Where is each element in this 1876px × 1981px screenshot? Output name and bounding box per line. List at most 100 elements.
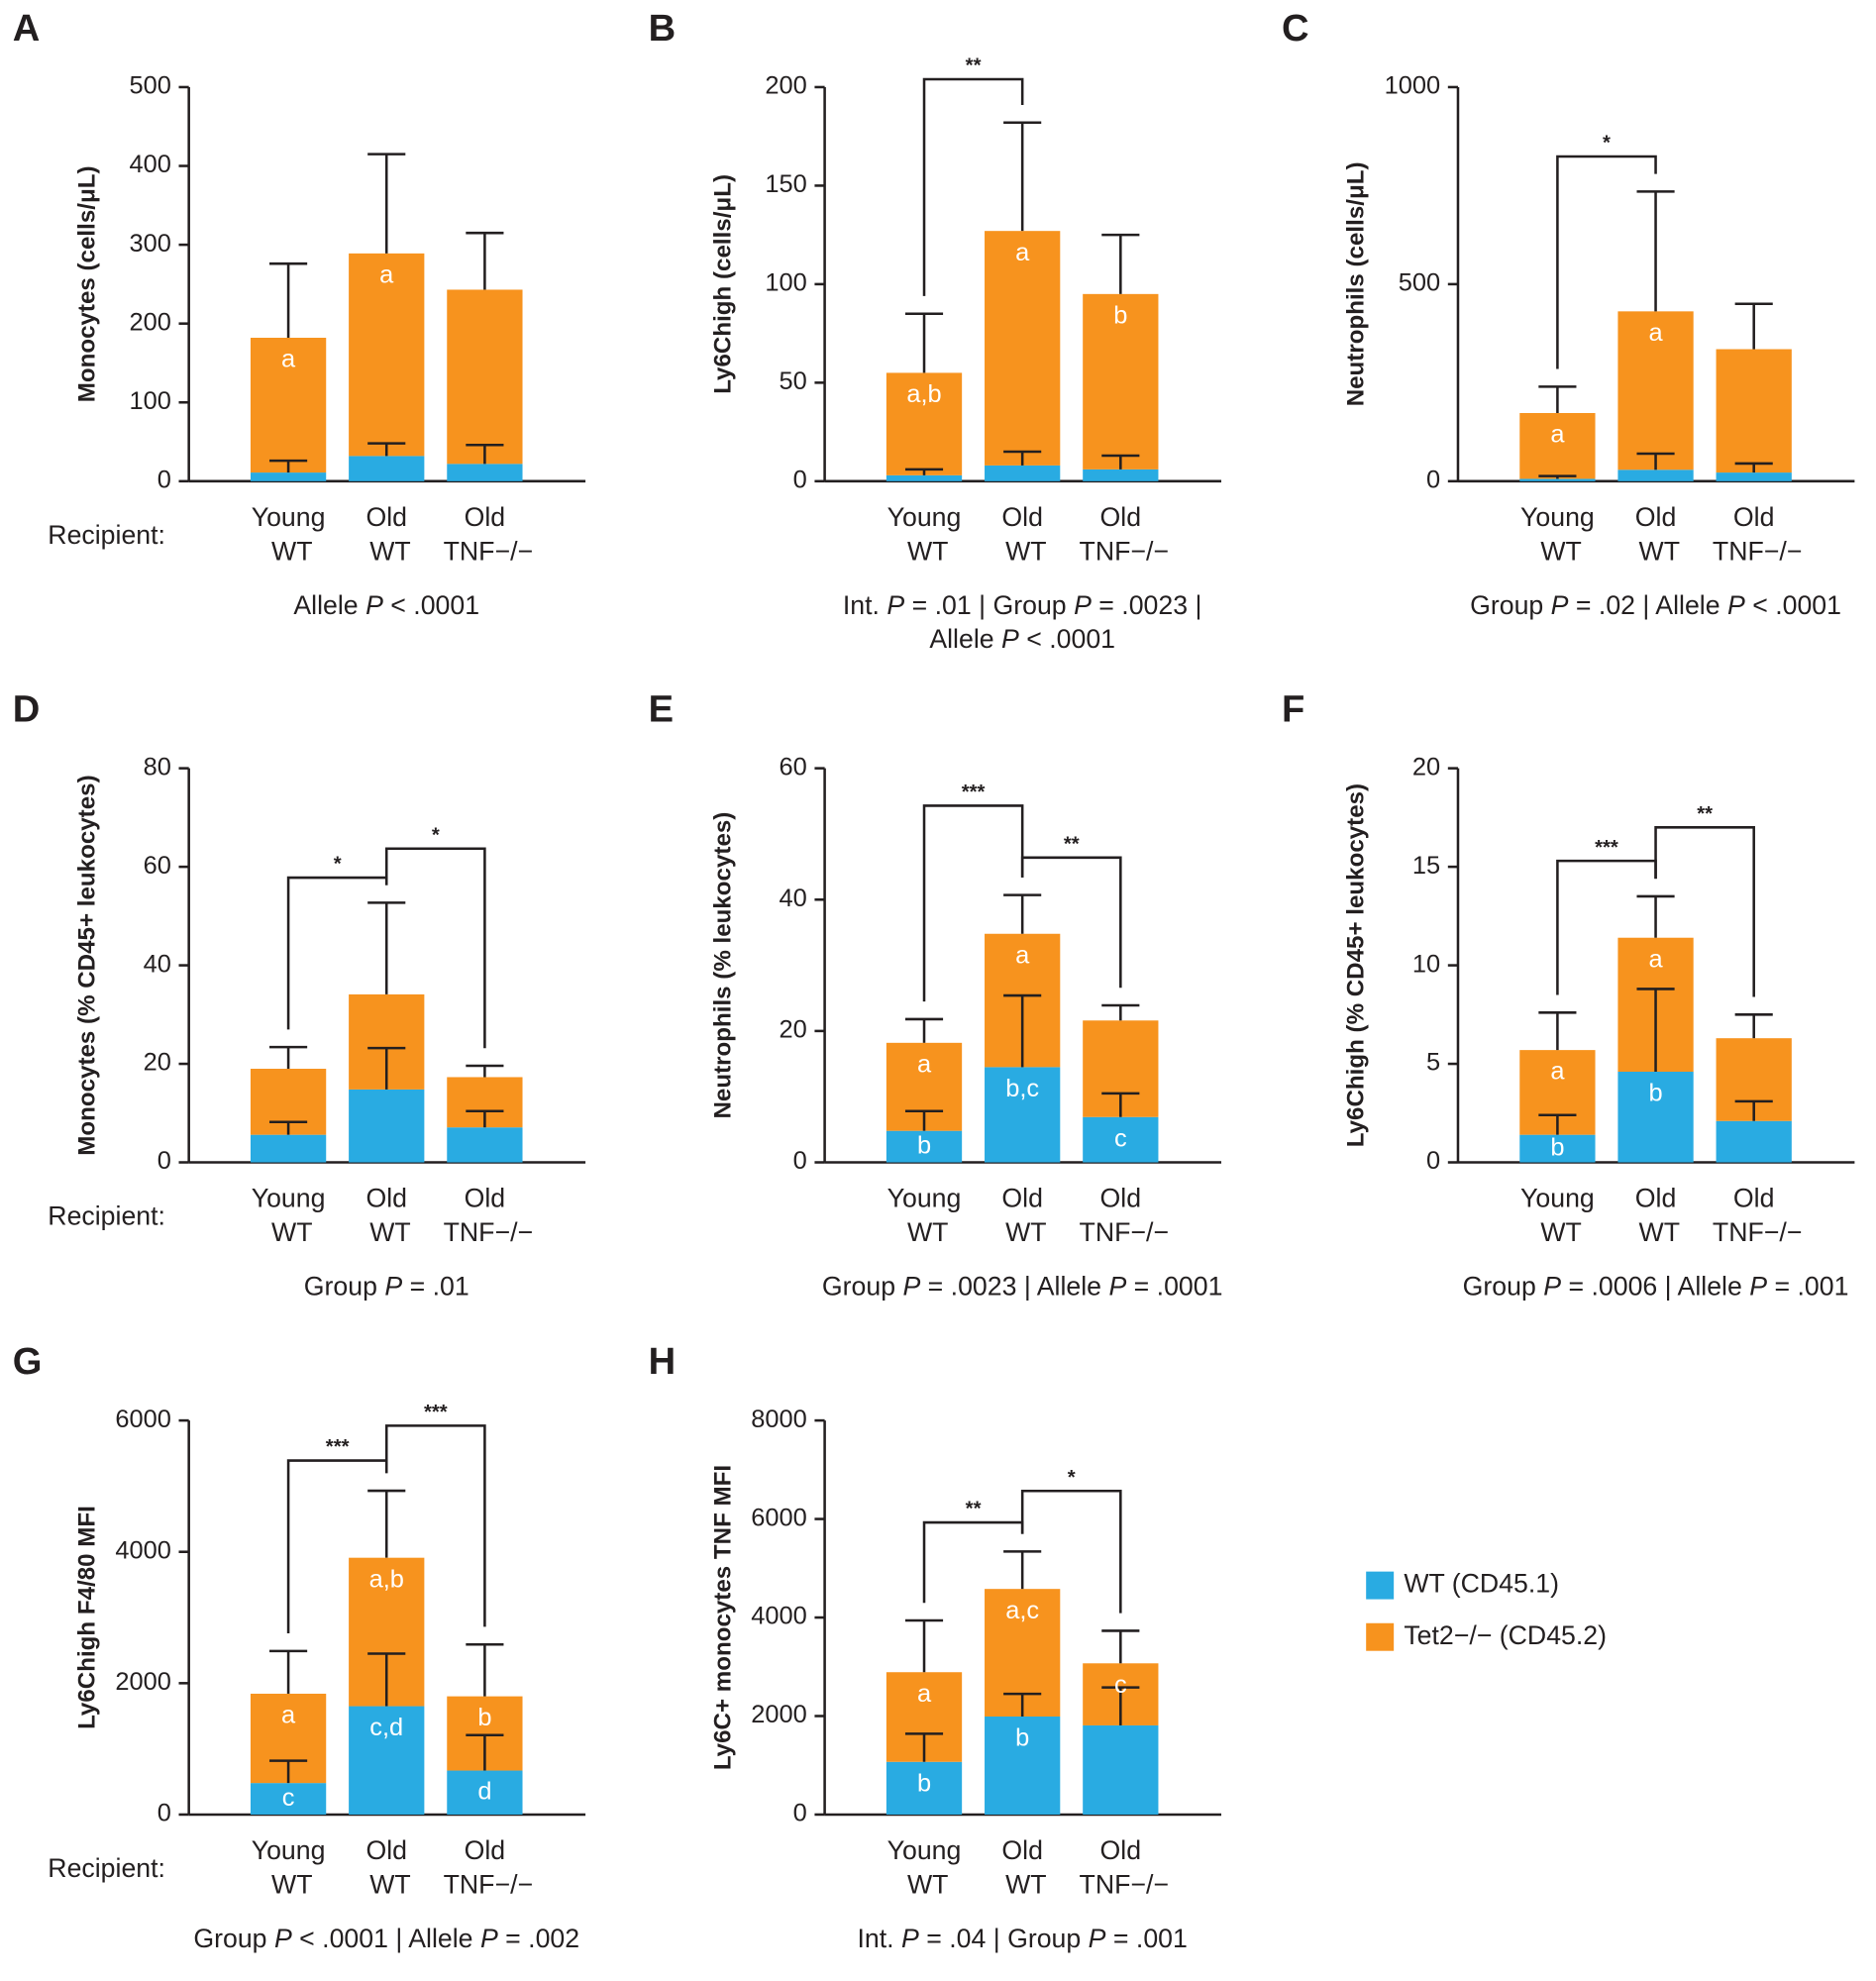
significance-label: ** <box>1064 833 1080 855</box>
row-label: Recipient: <box>48 520 165 550</box>
x-tick-label: Old TNF−/− <box>1706 502 1802 566</box>
bar-segment <box>1617 1072 1694 1163</box>
significance-label: ** <box>1697 803 1713 825</box>
y-tick-label: 20 <box>1412 753 1440 781</box>
bar-segment <box>886 1761 963 1815</box>
y-tick-label: 40 <box>144 950 171 978</box>
bar-segment <box>1519 1134 1596 1163</box>
y-tick-label: 6000 <box>115 1406 171 1433</box>
y-axis-title: Monocytes (% CD45+ leukocytes) <box>73 775 100 1155</box>
bar-letter: c <box>1114 1124 1127 1152</box>
y-axis-title: Monocytes (cells/μL) <box>73 165 100 402</box>
bar-segment <box>1083 1724 1159 1815</box>
bar-segment <box>1083 1116 1159 1163</box>
y-tick-label: 0 <box>1426 1147 1440 1175</box>
bar-segment <box>250 1783 327 1815</box>
panel-label: E <box>649 688 674 731</box>
bar-segment <box>985 231 1061 466</box>
x-tick-label: Old TNF−/− <box>1073 1184 1169 1247</box>
y-tick-label: 50 <box>780 367 807 395</box>
bar-letter: b <box>1648 1080 1662 1107</box>
significance-label: *** <box>962 782 986 803</box>
bar-segment <box>1083 469 1159 481</box>
panel-label: B <box>649 7 677 50</box>
y-tick-label: 8000 <box>751 1406 807 1433</box>
bar-letter: b,c <box>1005 1075 1039 1102</box>
y-tick-label: 400 <box>129 151 170 178</box>
bar-letter: b <box>1015 1724 1029 1752</box>
row-label: Recipient: <box>48 1853 165 1883</box>
bar-segment <box>886 474 963 481</box>
y-tick-label: 1000 <box>1385 72 1441 100</box>
significance-label: * <box>334 854 342 876</box>
significance-bracket <box>384 847 486 1049</box>
panel-label: F <box>1282 688 1304 731</box>
x-tick-label: Young WT <box>252 502 326 566</box>
y-axis-title: Ly6Chigh (% CD45+ leukocytes) <box>1343 783 1370 1147</box>
bar-segment <box>447 289 523 465</box>
y-axis-title: Ly6Chigh F4/80 MFI <box>73 1506 100 1729</box>
y-axis-title: Ly6Chigh (cells/μL) <box>709 174 736 394</box>
bar-segment <box>349 1089 425 1163</box>
y-axis-title: Neutrophils (cells/μL) <box>1343 161 1370 406</box>
y-tick-label: 200 <box>129 308 170 336</box>
bar-letter: c <box>282 1784 295 1812</box>
significance-label: * <box>1068 1467 1076 1489</box>
x-tick-label: Old WT <box>1631 1184 1680 1247</box>
significance-label: ** <box>966 55 982 77</box>
x-tick-label: Young WT <box>887 502 962 566</box>
y-axis-title: Neutrophils (% leukocytes) <box>709 812 736 1119</box>
y-tick-label: 100 <box>765 269 806 297</box>
y-tick-label: 0 <box>793 1147 807 1175</box>
y-tick-label: 500 <box>129 72 170 100</box>
bar-letter: a <box>1648 945 1663 973</box>
y-tick-label: 0 <box>157 467 171 494</box>
x-tick-label: Old WT <box>363 502 411 566</box>
y-tick-label: 80 <box>144 753 171 781</box>
significance-label: ** <box>966 1499 982 1520</box>
significance-bracket <box>1020 1489 1122 1614</box>
bar-letter: b <box>1113 301 1127 329</box>
bar-letter: a <box>1550 421 1565 449</box>
significance-bracket <box>922 804 1024 1002</box>
bar-segment <box>1617 311 1694 470</box>
bar-letter: b <box>477 1704 491 1731</box>
significance-label: *** <box>1595 837 1618 859</box>
x-tick-label: Old TNF−/− <box>437 1835 533 1899</box>
bar-segment <box>447 464 523 481</box>
bar-letter: a <box>1550 1058 1565 1086</box>
panel-label: G <box>13 1340 43 1383</box>
stats-text: Group P < .0001 | Allele P = .002 <box>193 1924 579 1953</box>
significance-bracket <box>922 77 1024 296</box>
bar-segment <box>1716 472 1792 481</box>
bar-segment <box>349 253 425 457</box>
x-tick-label: Young WT <box>1520 1184 1595 1247</box>
y-tick-label: 15 <box>1412 852 1440 880</box>
panel-label: D <box>13 688 41 731</box>
bar-segment <box>447 1127 523 1163</box>
bar-letter: a <box>281 346 296 373</box>
x-tick-label: Old WT <box>998 1835 1047 1899</box>
y-tick-label: 5 <box>1426 1049 1440 1077</box>
y-tick-label: 6000 <box>751 1504 807 1531</box>
y-tick-label: 0 <box>157 1147 171 1175</box>
row-label: Recipient: <box>48 1200 165 1230</box>
legend-label: Tet2−/− (CD45.2) <box>1404 1620 1607 1650</box>
bar-letter: c <box>1114 1671 1127 1699</box>
bar-letter: c,d <box>369 1714 403 1741</box>
bar-segment <box>250 337 327 473</box>
bar-segment <box>1083 293 1159 469</box>
y-tick-label: 2000 <box>115 1668 171 1696</box>
y-tick-label: 150 <box>765 170 806 198</box>
bar-segment <box>1519 412 1596 479</box>
stats-text: Group P = .0023 | Allele P = .0001 <box>822 1272 1223 1302</box>
bar-letter: d <box>477 1777 491 1805</box>
bar-segment <box>1716 349 1792 473</box>
panel-label: C <box>1282 7 1309 50</box>
bar-letter: b <box>917 1131 931 1159</box>
x-tick-label: Old WT <box>1631 502 1680 566</box>
significance-bracket <box>384 1424 486 1627</box>
legend-label: WT (CD45.1) <box>1404 1569 1559 1599</box>
y-tick-label: 100 <box>129 387 170 415</box>
